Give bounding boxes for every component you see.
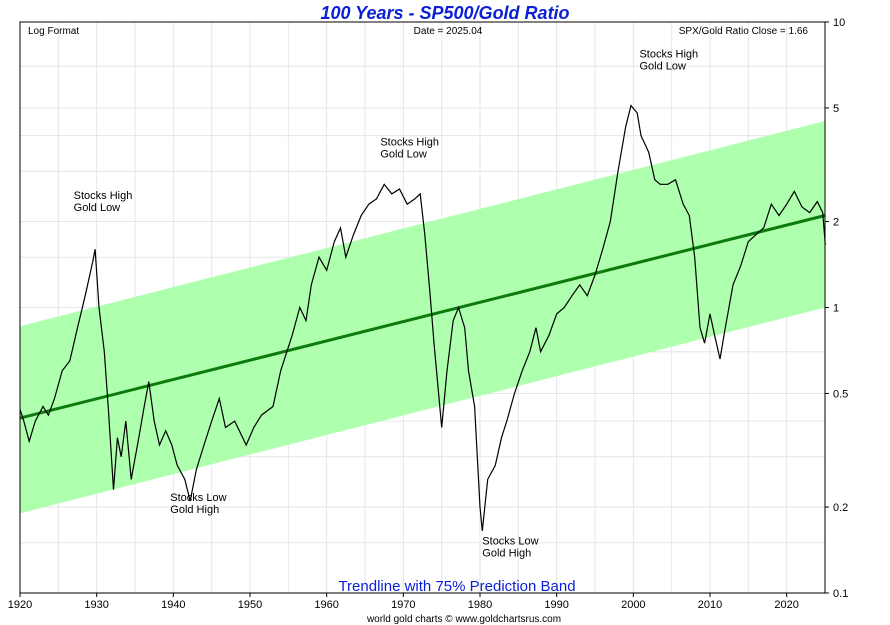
annotation-label: Gold Low xyxy=(74,202,121,214)
x-tick-label: 1950 xyxy=(238,599,262,611)
annotation-label: Stocks High xyxy=(74,190,133,202)
x-tick-label: 1940 xyxy=(161,599,185,611)
ratio-series-line xyxy=(19,104,826,531)
x-tick-label: 2000 xyxy=(621,599,645,611)
x-tick-label: 2020 xyxy=(774,599,798,611)
y-tick-label: 10 xyxy=(833,17,845,29)
x-tick-label: 1920 xyxy=(8,599,32,611)
y-tick-label: 0.2 xyxy=(833,502,848,514)
x-tick-label: 1970 xyxy=(391,599,415,611)
close-label: SPX/Gold Ratio Close = 1.66 xyxy=(679,26,809,37)
y-tick-label: 0.1 xyxy=(833,588,848,600)
y-tick-label: 2 xyxy=(833,217,839,229)
y-tick-label: 5 xyxy=(833,103,839,115)
x-tick-label: 2010 xyxy=(698,599,722,611)
annotation-label: Gold High xyxy=(482,547,531,559)
x-tick-label: 1990 xyxy=(544,599,568,611)
annotation-label: Stocks Low xyxy=(170,492,226,504)
log-format-label: Log Format xyxy=(28,26,79,37)
trendline xyxy=(19,214,826,420)
y-tick-label: 1 xyxy=(833,303,839,315)
annotation-label: Gold Low xyxy=(639,61,686,73)
date-label: Date = 2025.04 xyxy=(414,26,483,37)
annotation-label: Stocks High xyxy=(380,136,439,148)
annotation-label: Gold High xyxy=(170,504,219,516)
x-tick-label: 1980 xyxy=(468,599,492,611)
annotation-label: Stocks Low xyxy=(482,535,538,547)
x-tick-label: 1930 xyxy=(84,599,108,611)
axis-ticks: 1920 1930 1940 1950 1960 1970 1980 1990 2000 2010… xyxy=(8,17,849,611)
chart-title: 100 Years - SP500/Gold Ratio xyxy=(320,3,569,23)
credit-label: world gold charts © www.goldchartsrus.co… xyxy=(366,614,561,625)
band-subtitle: Trendline with 75% Prediction Band xyxy=(338,578,575,595)
y-tick-label: 0.5 xyxy=(833,388,848,400)
x-tick-label: 1960 xyxy=(314,599,338,611)
annotation-label: Gold Low xyxy=(380,148,427,160)
annotation-label: Stocks High xyxy=(639,49,698,61)
